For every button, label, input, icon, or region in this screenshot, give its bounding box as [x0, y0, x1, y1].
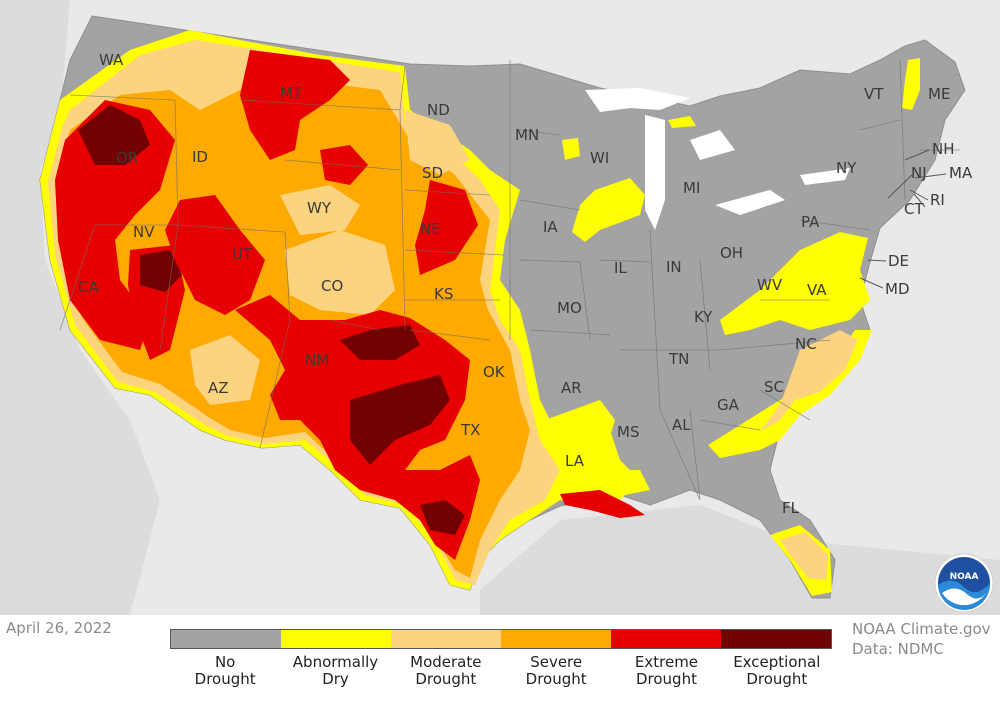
state-label-or: OR	[116, 149, 138, 167]
state-label-nh: NH	[932, 140, 955, 158]
state-label-ny: NY	[836, 159, 857, 177]
legend-label-exceptional-drought: Exceptional Drought	[733, 653, 821, 688]
legend-swatch-severe-drought	[501, 630, 611, 648]
state-label-al: AL	[672, 416, 691, 434]
state-label-in: IN	[666, 258, 682, 276]
zone-exceptional-or	[78, 105, 150, 165]
legend-label-no-drought: No Drought	[194, 653, 256, 688]
ocean-pacific	[0, 0, 160, 615]
state-label-ut: UT	[232, 245, 253, 263]
state-label-nv: NV	[133, 223, 155, 241]
legend-label-abnormally-dry: Abnormally Dry	[292, 653, 379, 688]
state-label-me: ME	[928, 85, 950, 103]
zone-extreme-mt	[240, 50, 350, 160]
drought-map: WA OR CA NV ID MT WY UT AZ CO NM ND SD N…	[0, 0, 1000, 615]
state-label-az: AZ	[208, 379, 229, 397]
state-label-va: VA	[807, 281, 827, 299]
legend-labels: No Drought Abnormally Dry Moderate Drought …	[170, 654, 832, 688]
zone-moderate-az-inset	[190, 335, 260, 405]
zone-abnormally-dry-wi	[562, 138, 580, 160]
legend-label-severe-drought: Severe Drought	[525, 653, 587, 688]
zone-abnormally-dry-mid-atlantic	[720, 232, 870, 335]
zone-abnormally-dry-midwest	[572, 178, 645, 242]
state-label-ri: RI	[930, 191, 945, 209]
state-label-fl: FL	[782, 499, 800, 517]
zone-moderate-co-inset	[285, 230, 395, 315]
state-label-ok: OK	[483, 363, 506, 381]
legend-label-extreme-drought: Extreme Drought	[634, 653, 699, 688]
credit-data: Data: NDMC	[852, 640, 944, 658]
zone-moderate-drought-se	[760, 330, 858, 432]
state-label-ma: MA	[949, 164, 973, 182]
legend-swatch-extreme-drought	[611, 630, 721, 648]
legend-swatch-moderate-drought	[391, 630, 501, 648]
zone-moderate-sd-inset	[405, 110, 470, 175]
state-label-nd: ND	[427, 101, 450, 119]
state-label-ct: CT	[904, 200, 924, 218]
state-label-wv: WV	[757, 276, 783, 294]
zone-moderate-wy-inset	[280, 185, 360, 235]
zone-exceptional-nv	[140, 250, 182, 292]
state-label-ca: CA	[78, 278, 99, 296]
state-label-pa: PA	[801, 213, 820, 231]
zone-abnormally-dry-ms	[545, 400, 650, 500]
zone-abnormally-dry-mi	[668, 116, 696, 128]
great-lakes	[585, 88, 850, 230]
zone-exceptional-tx-south	[420, 500, 465, 535]
map-date: April 26, 2022	[6, 619, 112, 637]
noaa-logo-icon: NOAA	[934, 553, 994, 613]
zone-exceptional-tx	[350, 375, 450, 465]
legend-swatch-abnormally-dry	[281, 630, 391, 648]
state-label-ky: KY	[694, 308, 713, 326]
legend: No Drought Abnormally Dry Moderate Drought …	[170, 629, 832, 688]
zone-abnormally-dry-ne	[902, 58, 920, 110]
state-label-ne: NE	[420, 220, 441, 238]
state-label-de: DE	[888, 252, 909, 270]
credit-block: NOAA Climate.gov Data: NDMC	[852, 619, 998, 659]
state-label-oh: OH	[720, 244, 743, 262]
state-label-ar: AR	[561, 379, 582, 397]
state-label-wa: WA	[99, 51, 124, 69]
svg-text:NOAA: NOAA	[950, 572, 979, 582]
state-label-sd: SD	[422, 164, 443, 182]
state-label-mo: MO	[557, 299, 582, 317]
state-labels: WA OR CA NV ID MT WY UT AZ CO NM ND SD N…	[78, 51, 973, 517]
credit-source: NOAA Climate.gov	[852, 620, 991, 638]
state-label-ks: KS	[434, 285, 453, 303]
state-label-la: LA	[565, 452, 585, 470]
state-label-nc: NC	[795, 335, 817, 353]
state-label-mi: MI	[683, 179, 700, 197]
legend-label-moderate-drought: Moderate Drought	[410, 653, 482, 688]
state-label-nm: NM	[305, 351, 329, 369]
state-label-nj: NJ	[911, 164, 927, 182]
state-label-wi: WI	[590, 149, 609, 167]
state-label-ms: MS	[617, 423, 639, 441]
state-label-id: ID	[192, 148, 208, 166]
state-label-tn: TN	[668, 350, 689, 368]
state-label-mn: MN	[515, 126, 539, 144]
legend-swatch-exceptional-drought	[721, 630, 831, 648]
state-borders	[59, 59, 960, 501]
state-label-md: MD	[885, 280, 910, 298]
state-label-sc: SC	[764, 378, 784, 396]
ocean-gulf	[480, 505, 1000, 615]
zone-abnormally-dry-southeast	[708, 330, 872, 458]
zone-extreme-nv-ut	[165, 195, 265, 315]
state-label-ia: IA	[543, 218, 558, 236]
state-label-mt: MT	[280, 84, 303, 102]
zone-exceptional-nm-ok	[340, 325, 420, 360]
state-label-wy: WY	[307, 199, 332, 217]
state-label-co: CO	[321, 277, 343, 295]
state-label-ga: GA	[717, 396, 740, 414]
zone-moderate-drought-fl	[780, 532, 828, 580]
state-label-vt: VT	[864, 85, 884, 103]
zone-extreme-la	[560, 490, 645, 518]
state-label-tx: TX	[460, 421, 480, 439]
state-label-il: IL	[614, 259, 627, 277]
label-leader-lines	[859, 149, 947, 289]
legend-swatches	[170, 629, 832, 649]
legend-swatch-no-drought	[171, 630, 281, 648]
